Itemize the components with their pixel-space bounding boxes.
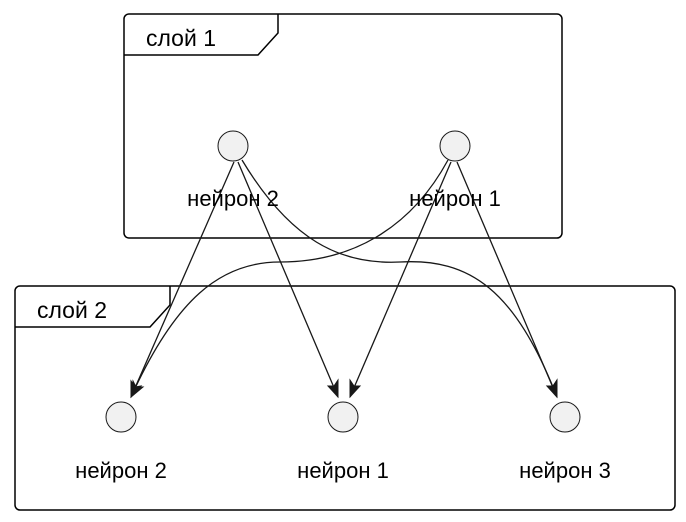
neuron-circle [549, 401, 581, 433]
layer-2-package: слой 2 [14, 285, 676, 511]
arrowhead-l1n1-to-l2n1 [349, 378, 362, 399]
arrowhead-l1n1-to-l2n2 [130, 379, 145, 399]
neuron-label: нейрон 2 [187, 186, 279, 211]
neuron-circle [217, 130, 249, 162]
edge-l1n1-to-l2n3 [456, 161, 558, 398]
layer-1-package: слой 1 [123, 13, 563, 239]
neuron-label: нейрон 1 [297, 458, 389, 483]
layer-2-node-neuron-1: нейрон 1 [297, 401, 389, 483]
neuron-circle [327, 401, 359, 433]
neuron-label: нейрон 1 [409, 186, 501, 211]
edge-l1n2-to-l2n3 [241, 159, 558, 398]
neuron-label: нейрон 2 [75, 458, 167, 483]
edge-l1n1-to-l2n1 [349, 161, 452, 398]
edge-l1n2-to-l2n2 [130, 161, 235, 398]
neuron-label: нейрон 3 [519, 458, 611, 483]
layer-2-frame [14, 285, 676, 511]
layer-2-tab [15, 286, 171, 328]
edge-l1n1-to-l2n2 [130, 159, 449, 398]
layer-1-title: слой 1 [146, 25, 216, 51]
layer-1-tab [124, 14, 279, 56]
arrowhead-l1n2-to-l2n1 [326, 378, 339, 399]
layer-2-title: слой 2 [37, 297, 107, 323]
neuron-circle [439, 130, 471, 162]
layer-2-node-neuron-3: нейрон 3 [519, 401, 611, 483]
layer-1-frame [123, 13, 563, 239]
arrowhead-l1n1-to-l2n3 [545, 378, 558, 399]
layer-2-node-neuron-2: нейрон 2 [75, 401, 167, 483]
layer-1-node-neuron-2: нейрон 2 [187, 130, 279, 211]
layer-1-node-neuron-1: нейрон 1 [409, 130, 501, 211]
edge-l1n2-to-l2n1 [237, 161, 339, 398]
edges [130, 159, 558, 398]
arrowheads [130, 378, 558, 399]
neuron-circle [105, 401, 137, 433]
